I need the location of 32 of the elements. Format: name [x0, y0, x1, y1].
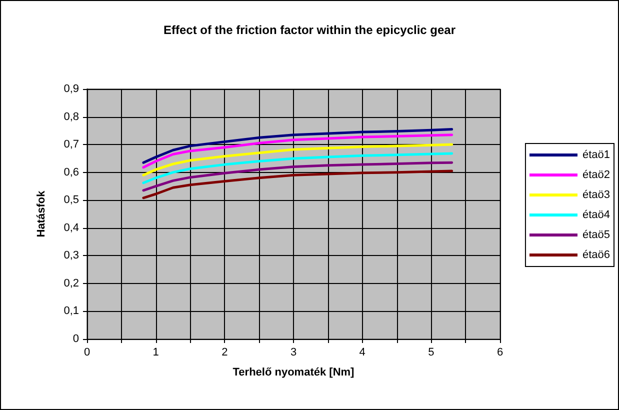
y-tick-label: 0 — [72, 333, 79, 345]
line-series — [142, 143, 454, 176]
y-tick-label: 0,1 — [64, 305, 79, 318]
legend-label: étaö2 — [582, 169, 610, 181]
x-tick-label: 1 — [152, 346, 159, 358]
y-tick-label: 0,2 — [64, 277, 79, 290]
x-tick-label: 3 — [290, 346, 297, 358]
legend-label: étaö6 — [582, 249, 610, 261]
y-tick-label: 0,9 — [64, 83, 79, 95]
y-tick-label: 0,4 — [64, 222, 79, 234]
legend-label: étaö3 — [582, 189, 610, 201]
line-series — [142, 161, 454, 192]
y-axis-title: Hatásfok — [36, 190, 48, 238]
x-tick-label: 5 — [428, 346, 434, 358]
x-tick-label: 2 — [222, 346, 228, 358]
y-tick-label: 0,7 — [64, 138, 79, 151]
y-tick-label: 0,5 — [64, 194, 79, 206]
x-axis-title: Terhelő nyomaték [Nm] — [232, 366, 355, 378]
y-tick-label: 0,3 — [64, 250, 79, 262]
line-series — [142, 170, 454, 200]
x-tick-label: 4 — [359, 346, 366, 358]
line-series — [142, 134, 454, 169]
x-tick-label: 6 — [496, 346, 504, 358]
line-series — [142, 128, 454, 164]
legend-label: étaö5 — [582, 229, 610, 241]
y-tick-label: 0,8 — [64, 110, 79, 123]
y-tick-label: 0,6 — [64, 166, 79, 178]
chart-title: Effect of the friction factor within the epicyclic gear — [163, 23, 456, 37]
legend-label: étaö4 — [582, 209, 610, 221]
line-series — [142, 152, 454, 184]
x-tick-label: 0 — [84, 346, 90, 358]
legend-label: étaö1 — [582, 149, 610, 161]
